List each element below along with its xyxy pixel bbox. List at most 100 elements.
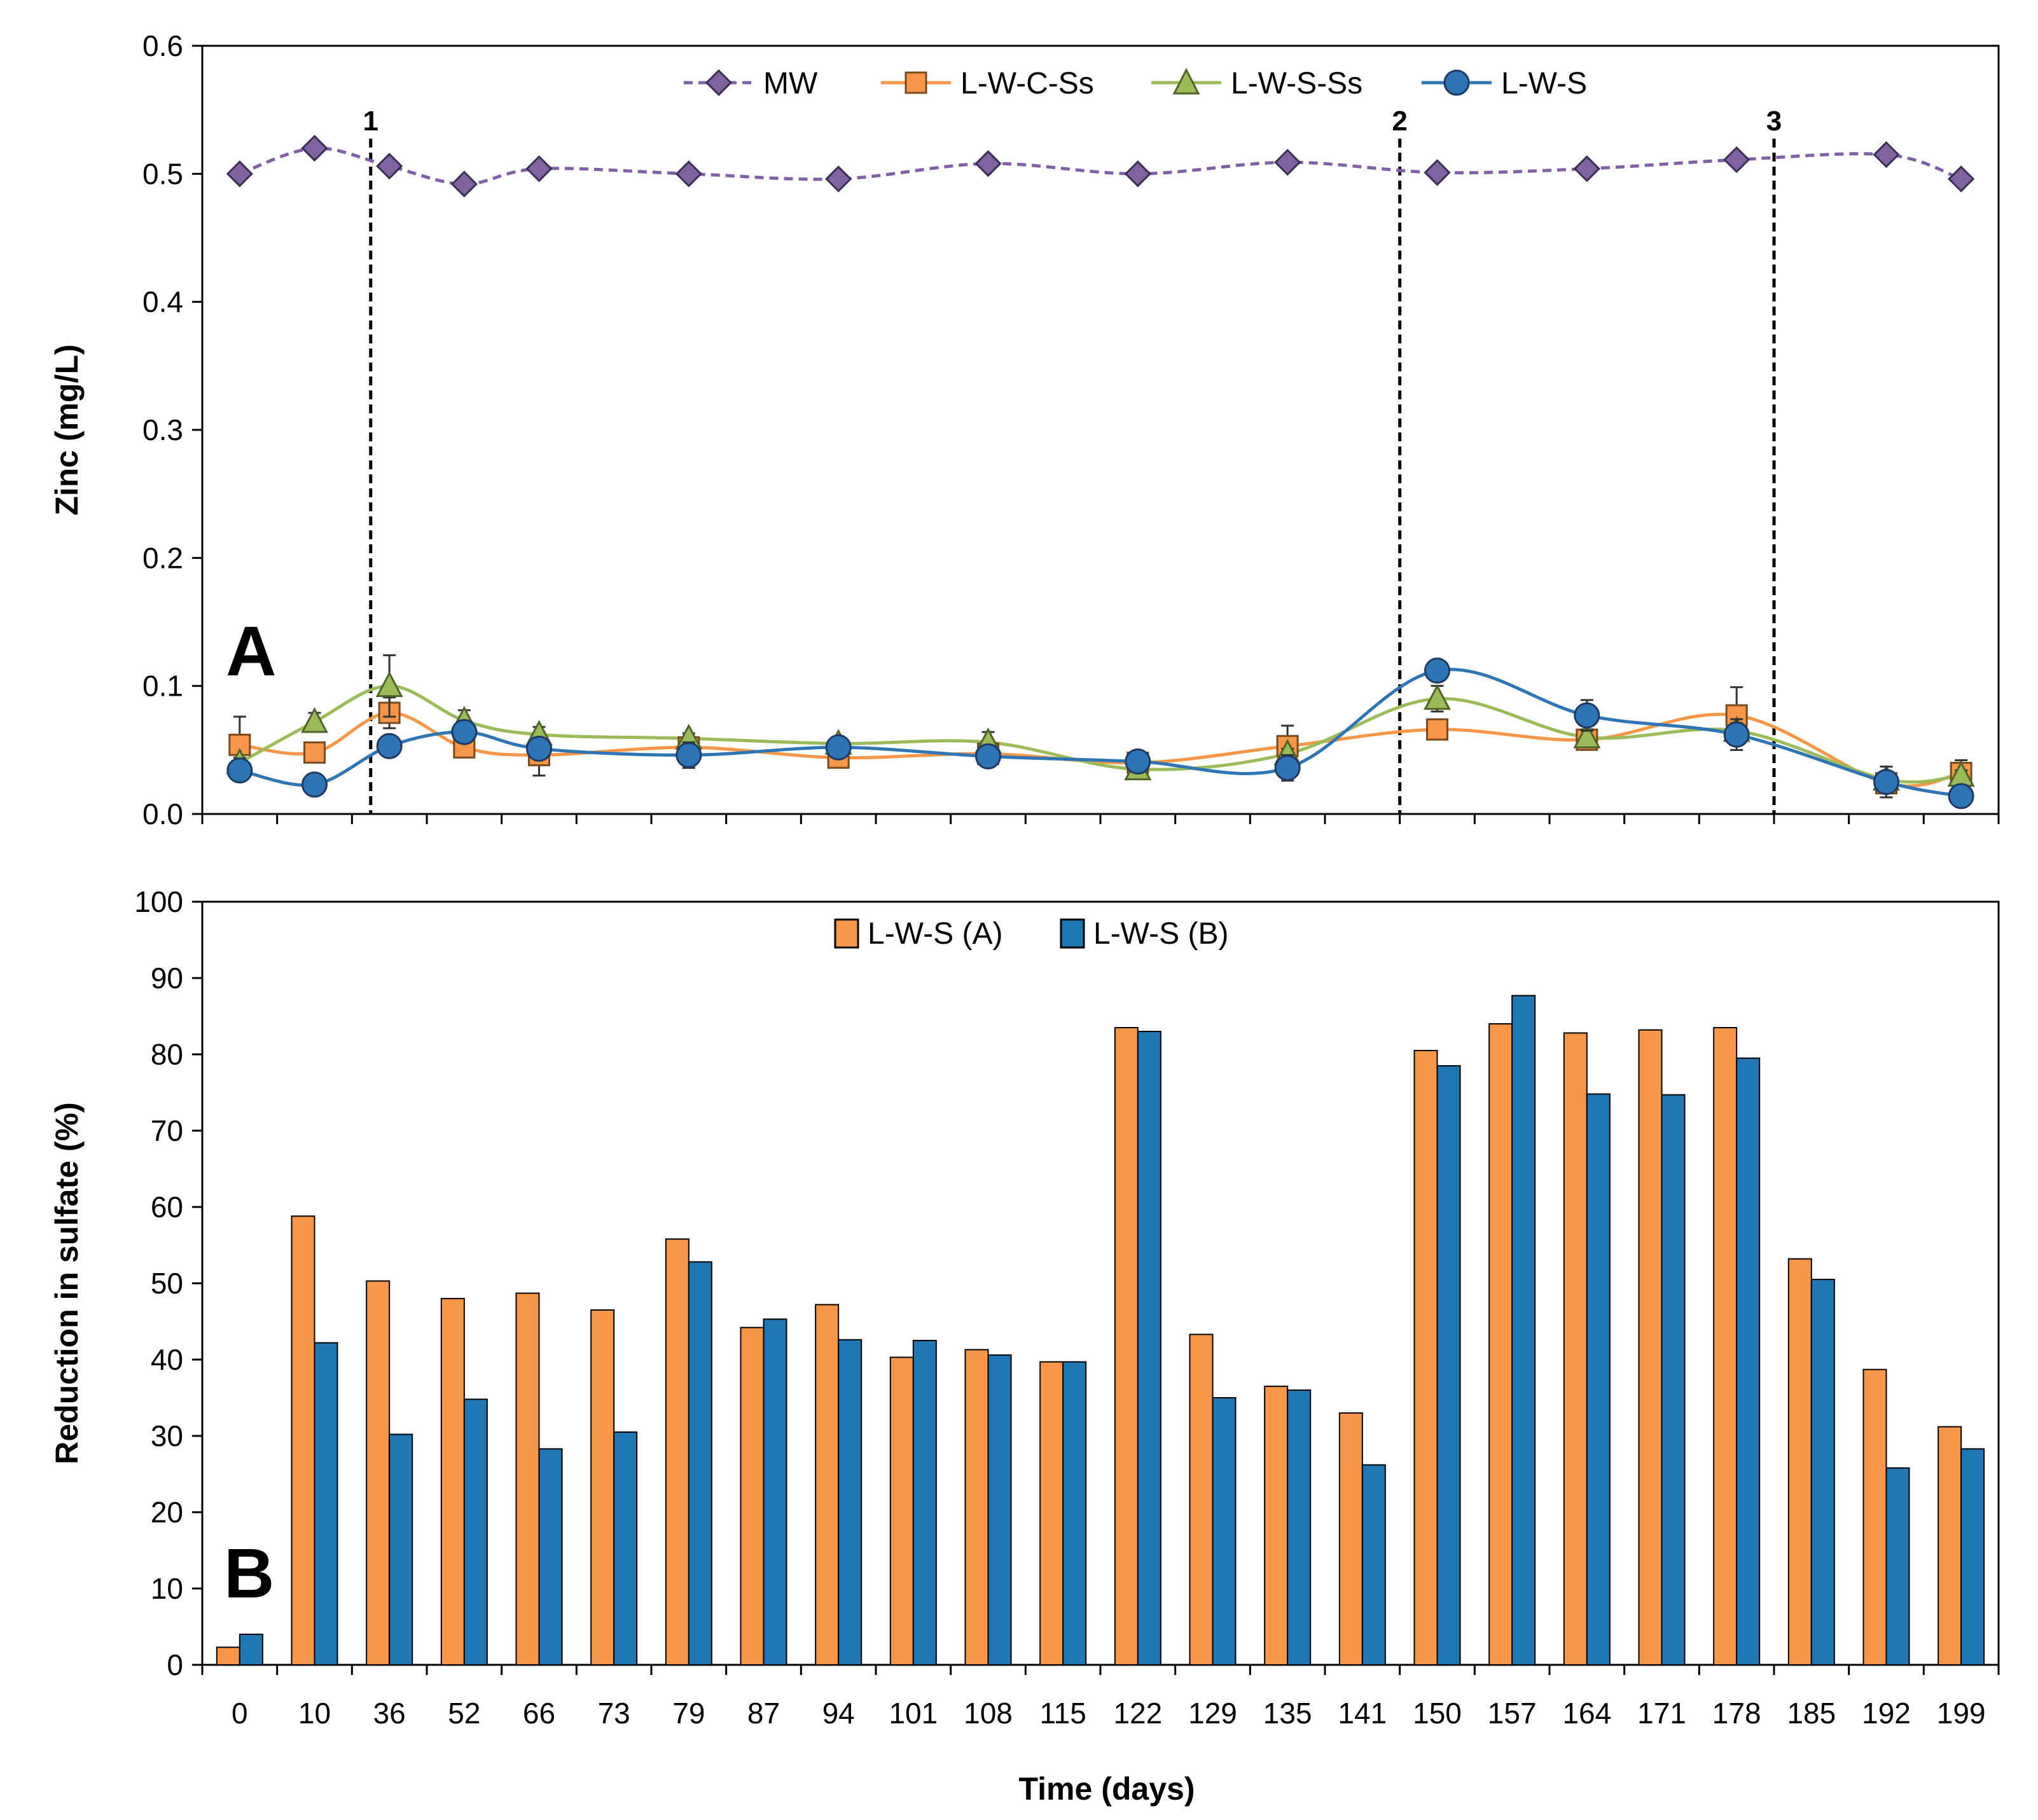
panel-b-legend: L-W-S (A) L-W-S (B) — [834, 917, 1228, 951]
series-points-l-w-s — [226, 658, 1974, 810]
bar-lws-b — [1436, 1065, 1461, 1665]
x-tick-label: 36 — [373, 1697, 406, 1730]
bar-lws-a — [291, 1215, 315, 1665]
data-point-l-w-s — [1873, 769, 1899, 796]
series-line-l-w-s-ss — [239, 684, 1962, 784]
data-point-mw — [1873, 141, 1900, 169]
data-point-mw — [1948, 165, 1975, 193]
x-tick-label: 79 — [672, 1697, 705, 1730]
panel-b-y-tick-label: 0 — [167, 1648, 183, 1681]
bar-lws-b — [838, 1339, 863, 1666]
panel-b-y-tick-label: 90 — [151, 962, 183, 995]
data-point-l-w-s — [376, 733, 403, 759]
bar-lws-a — [1264, 1386, 1289, 1665]
panel-a-y-axis-title: Zinc (mg/L) — [49, 344, 85, 515]
data-point-mw — [301, 134, 328, 162]
series-line-mw — [239, 146, 1962, 186]
data-point-l-w-s — [1723, 721, 1750, 748]
bar-lws-b — [987, 1354, 1012, 1666]
legend-lwsss-label: L-W-S-Ss — [1231, 67, 1362, 100]
data-point-l-w-s — [226, 757, 253, 784]
series-points-mw — [226, 134, 1975, 198]
bar-lws-a — [1787, 1258, 1812, 1665]
data-point-mw — [376, 153, 403, 180]
legend-mw-diamond-icon — [705, 69, 733, 97]
x-tick-label: 122 — [1113, 1697, 1162, 1730]
panel-b-y-tick-label: 60 — [151, 1190, 183, 1224]
bar-lws-a — [1713, 1027, 1738, 1665]
x-tick-label: 157 — [1488, 1697, 1537, 1730]
bar-lws-b — [613, 1431, 638, 1665]
data-point-l-w-s — [825, 734, 852, 761]
panel-b-y-tick-label: 40 — [151, 1343, 183, 1376]
data-point-l-w-c-ss — [1426, 718, 1448, 741]
data-point-l-w-s — [1125, 748, 1151, 775]
data-point-mw — [1723, 146, 1750, 174]
data-point-l-w-s-ss — [1573, 722, 1601, 748]
bar-lws-b — [1137, 1031, 1161, 1665]
panel-a-y-tick-label: 0.6 — [142, 29, 183, 62]
data-point-l-w-s — [451, 719, 478, 745]
bar-lws-a — [665, 1238, 690, 1665]
bar-lws-a — [1638, 1029, 1663, 1665]
bar-lws-b — [912, 1340, 937, 1665]
bar-lws-a — [740, 1327, 765, 1666]
panel-a-y-tick-label: 0.2 — [142, 541, 183, 574]
phase-divider-label: 1 — [363, 106, 378, 137]
bar-lws-b — [1661, 1094, 1686, 1665]
data-point-l-w-s — [975, 743, 1001, 769]
panel-b-plot-area — [201, 900, 2000, 1666]
bar-lws-a — [1189, 1334, 1214, 1665]
x-tick-label: 192 — [1862, 1697, 1911, 1730]
x-tick-label: 115 — [1039, 1697, 1086, 1730]
data-point-l-w-s — [1574, 702, 1600, 729]
bar-lws-b — [1586, 1093, 1611, 1665]
bar-lws-a — [1488, 1023, 1513, 1665]
bar-lws-a — [889, 1356, 914, 1665]
x-tick-label: 108 — [964, 1697, 1013, 1730]
panel-b-y-axis-title: Reduction in sulfate (%) — [49, 1102, 85, 1464]
legend-lws-a-label: L-W-S (A) — [868, 917, 1002, 951]
panel-b-label: B — [224, 1534, 274, 1613]
x-tick-label: 0 — [232, 1697, 248, 1730]
legend-lws-b-swatch-icon — [1060, 918, 1085, 949]
bar-lws-a — [590, 1309, 615, 1665]
panel-a-y-tick-label: 0.0 — [142, 797, 183, 831]
data-point-mw — [1573, 155, 1600, 183]
x-tick-label: 66 — [523, 1697, 555, 1730]
bar-lws-a — [216, 1646, 240, 1665]
panel-a-label: A — [226, 612, 276, 691]
data-point-mw — [226, 160, 253, 188]
x-tick-label: 150 — [1413, 1697, 1462, 1730]
data-point-l-w-s — [1948, 783, 1974, 810]
bar-lws-b — [1736, 1058, 1761, 1665]
data-point-l-w-c-ss — [303, 741, 326, 764]
panel-a-y-tick-label: 0.3 — [142, 413, 183, 446]
panel-a-y-axis: 0.0 0.1 0.2 0.3 0.4 0.5 0.6 — [142, 29, 202, 831]
data-point-mw — [675, 160, 702, 188]
data-point-l-w-s — [676, 741, 702, 768]
panel-b-y-tick-label: 50 — [151, 1267, 183, 1300]
legend-lwsss-triangle-icon — [1172, 67, 1200, 95]
data-point-l-w-s — [302, 771, 328, 798]
panel-a-legend: MW L-W-C-Ss L-W-S-Ss L-W-S — [684, 67, 1587, 100]
panel-b-y-tick-label: 20 — [151, 1496, 183, 1529]
data-point-l-w-s-ss — [375, 671, 403, 698]
x-tick-label: 73 — [598, 1697, 630, 1730]
panel-b-y-tick-label: 100 — [134, 885, 183, 918]
phase-divider-label: 2 — [1392, 106, 1407, 137]
panel-b-y-axis: 0 10 20 30 40 50 60 70 80 90 100 — [134, 885, 202, 1681]
data-point-mw — [1124, 160, 1151, 188]
bar-lws-a — [1937, 1426, 1962, 1666]
panel-b-y-tick-label: 10 — [151, 1572, 183, 1605]
panel-b-bars — [216, 995, 1985, 1666]
x-tick-label: 164 — [1562, 1697, 1611, 1730]
data-point-l-w-s-ss — [1424, 684, 1451, 710]
panel-a-vertical-markers: 1 2 3 — [363, 106, 1782, 814]
legend-lws-a-swatch-icon — [834, 918, 859, 949]
bar-lws-a — [1338, 1412, 1363, 1665]
bar-lws-a — [1114, 1027, 1139, 1665]
bar-lws-a — [964, 1349, 989, 1665]
